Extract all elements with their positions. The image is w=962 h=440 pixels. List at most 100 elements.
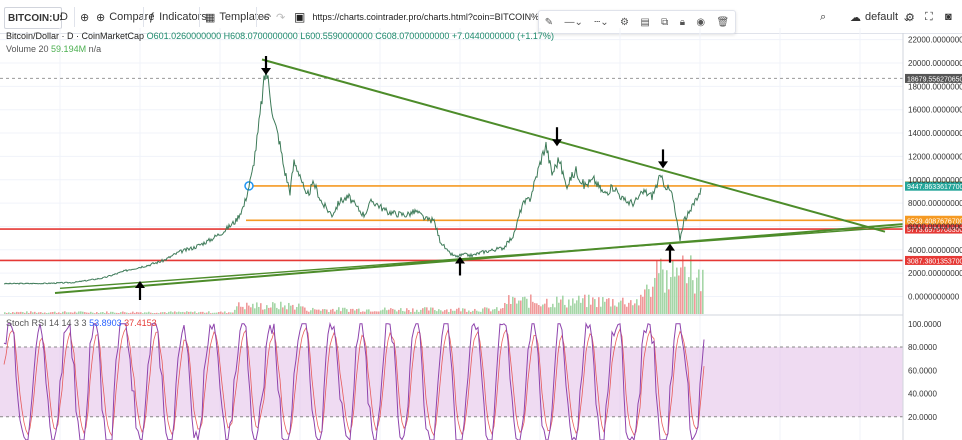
indicators-button[interactable]: ƒ Indicators xyxy=(149,7,207,27)
volume-bar xyxy=(380,310,382,314)
undo-button[interactable]: ↶ xyxy=(262,7,271,27)
url-text: https://charts.cointrader.pro/charts.htm… xyxy=(312,12,570,22)
volume-bar xyxy=(276,307,278,314)
volume-bar xyxy=(538,305,540,314)
volume-bar xyxy=(328,311,330,314)
fullscreen-button[interactable]: ⛶ xyxy=(925,7,933,27)
volume-bar xyxy=(562,295,564,314)
volume-bar xyxy=(186,311,188,314)
url-field[interactable]: ▣ https://charts.cointrader.pro/charts.ht… xyxy=(294,7,569,27)
volume-bar xyxy=(474,308,476,314)
volume-bar xyxy=(352,308,354,314)
volume-bar xyxy=(424,307,426,314)
templates-button[interactable]: ▦ Templates xyxy=(205,7,270,27)
volume-bar xyxy=(404,311,406,314)
volume-bar xyxy=(472,310,474,314)
search-button[interactable]: ⌕ xyxy=(820,7,826,27)
add-symbol-button[interactable]: ⊕ xyxy=(80,7,89,27)
volume-bar xyxy=(198,312,200,314)
plus-icon: ⊕ xyxy=(80,11,90,24)
rsi-d-value: 37.4153 xyxy=(124,318,157,328)
volume-bar xyxy=(466,311,468,314)
clone-icon[interactable]: ⧉ xyxy=(661,16,669,28)
y-tick-label: 22000.0000000000 xyxy=(908,36,962,45)
symbol-search[interactable]: BITCOIN:USD xyxy=(4,7,62,29)
volume-bar xyxy=(382,309,384,314)
volume-bar xyxy=(628,302,630,314)
pencil-icon[interactable]: ✎ xyxy=(544,16,554,28)
volume-bar xyxy=(600,306,602,314)
volume-bar xyxy=(702,269,704,314)
interval-button[interactable]: D xyxy=(60,11,68,23)
volume-bar xyxy=(168,311,170,314)
volume-bar xyxy=(460,311,462,314)
volume-bar xyxy=(464,308,466,314)
volume-bar xyxy=(492,309,494,314)
volume-bar xyxy=(648,289,650,314)
volume-bar xyxy=(568,299,570,314)
volume-bar xyxy=(310,310,312,314)
volume-bar xyxy=(34,311,36,314)
volume-bar xyxy=(586,307,588,314)
volume-bar xyxy=(680,267,682,314)
volume-bar xyxy=(402,310,404,314)
volume-bar xyxy=(196,313,198,314)
layout-button[interactable]: ☁ default ⌄ xyxy=(850,7,911,27)
volume-bar xyxy=(340,311,342,314)
volume-bar xyxy=(634,303,636,314)
settings-button[interactable]: ⚙ xyxy=(905,7,915,27)
volume-bar xyxy=(700,291,702,314)
volume-bar xyxy=(94,313,96,314)
volume-bar xyxy=(12,312,14,314)
volume-bar xyxy=(418,311,420,314)
volume-bar xyxy=(654,277,656,314)
volume-bar xyxy=(182,311,184,314)
volume-bar xyxy=(58,312,60,314)
rsi-legend: Stoch RSI 14 14 3 3 53.8903 37.4153 xyxy=(6,318,157,328)
volume-bar xyxy=(580,302,582,314)
volume-bar xyxy=(162,312,164,314)
volume-bar xyxy=(438,309,440,314)
indicators-label: Indicators xyxy=(159,11,207,23)
volume-bar xyxy=(18,312,20,314)
volume-bar xyxy=(346,309,348,314)
volume-bar xyxy=(122,311,124,314)
gear-icon[interactable]: ⚙ xyxy=(620,16,629,28)
volume-bar xyxy=(636,299,638,314)
down-arrow-head xyxy=(261,68,271,76)
volume-bar xyxy=(142,313,144,314)
volume-bar xyxy=(220,311,222,314)
level-label-bg xyxy=(905,255,962,265)
volume-bar xyxy=(594,299,596,314)
volume-bar xyxy=(332,308,334,314)
volume-bar xyxy=(388,309,390,314)
volume-bar xyxy=(478,311,480,314)
snapshot-button[interactable]: ◙ xyxy=(945,7,952,27)
volume-bar xyxy=(98,313,100,314)
volume-bar xyxy=(202,311,204,314)
template-icon[interactable]: ▤ xyxy=(640,16,650,28)
volume-bar xyxy=(432,307,434,314)
redo-button[interactable]: ↷ xyxy=(276,7,285,27)
volume-bar xyxy=(242,306,244,314)
lock-icon[interactable]: 🔒︎ xyxy=(679,16,686,28)
eye-icon[interactable]: ◉ xyxy=(696,16,706,28)
volume-bar xyxy=(290,305,292,314)
volume-bar xyxy=(66,312,68,314)
volume-bar xyxy=(132,311,134,314)
volume-bar xyxy=(560,299,562,314)
volume-bar xyxy=(86,312,88,314)
line-style-icon[interactable]: ┄⌄ xyxy=(594,16,609,28)
volume-bar xyxy=(236,306,238,314)
volume-bar xyxy=(668,289,670,314)
y-tick-label: 8000.0000000000 xyxy=(908,199,962,208)
trash-icon[interactable]: 🗑︎ xyxy=(716,16,730,28)
volume-bar xyxy=(48,312,50,314)
volume-bar xyxy=(254,308,256,314)
volume-bar xyxy=(400,308,402,314)
volume-bar xyxy=(228,312,230,314)
volume-bar xyxy=(44,312,46,314)
volume-bar xyxy=(174,311,176,314)
line-width-icon[interactable]: —⌄ xyxy=(564,16,583,28)
